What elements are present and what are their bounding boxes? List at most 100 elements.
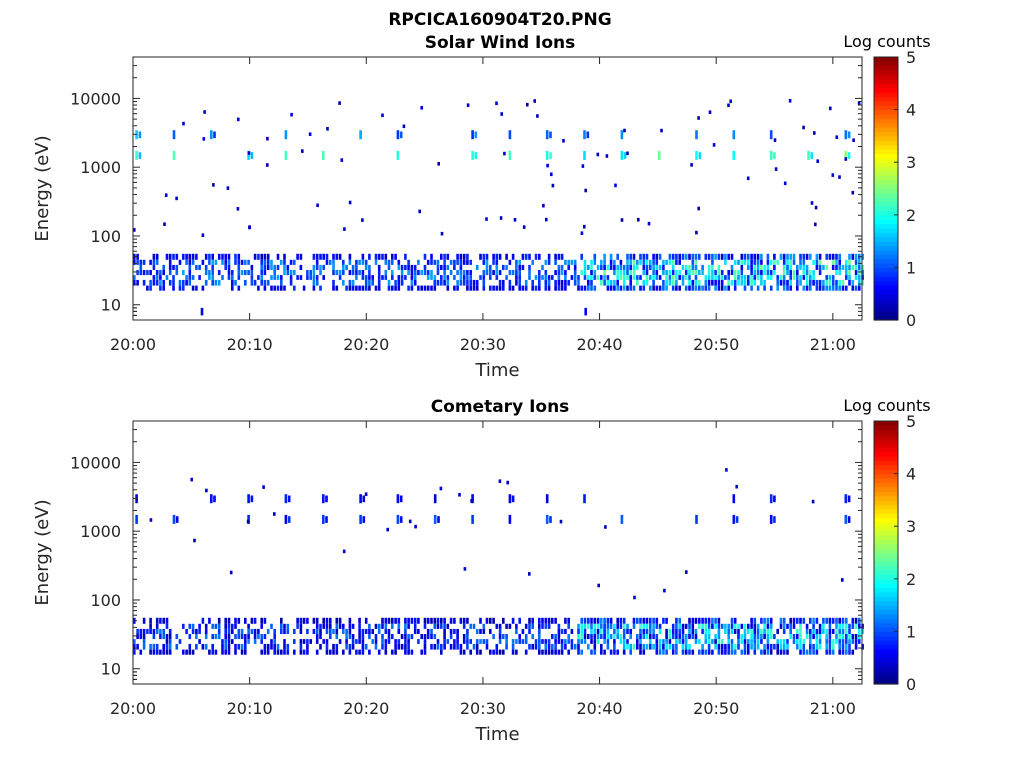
heatmap-cell [779, 639, 783, 644]
beam-cell [359, 494, 362, 504]
sparse-cell [348, 200, 352, 205]
colorbar-frame [873, 420, 899, 685]
heatmap-cell [557, 639, 561, 644]
heatmap-cell [273, 643, 276, 650]
heatmap-cell [168, 270, 172, 276]
heatmap-cell [626, 264, 629, 270]
heatmap-cell [766, 617, 770, 624]
heatmap-cell [266, 253, 270, 260]
heatmap-cell [547, 643, 551, 650]
heatmap-cell [201, 643, 205, 650]
heatmap-cell [250, 275, 254, 280]
heatmap-cell [789, 623, 792, 629]
heatmap-cell [521, 639, 525, 644]
heatmap-cell [835, 259, 838, 265]
heatmap-cell [769, 628, 773, 634]
heatmap-cell [404, 617, 407, 624]
heatmap-cell [845, 628, 848, 634]
sparse-cell [545, 217, 548, 222]
heatmap-cell [430, 643, 433, 650]
heatmap-cell [815, 285, 819, 291]
heatmap-cell [619, 275, 623, 280]
colorbar-step [874, 267, 898, 273]
heatmap-cell [371, 639, 374, 644]
sparse-cell [647, 221, 651, 226]
heatmap-cell [675, 649, 678, 655]
heatmap-cell [639, 639, 642, 644]
heatmap-cell [466, 259, 469, 265]
sparse-cell [386, 527, 389, 532]
heatmap-cell [283, 253, 286, 260]
heatmap-cell [162, 634, 165, 640]
colorbar-step [874, 57, 898, 62]
heatmap-cell [753, 617, 757, 624]
heatmap-cell [159, 270, 162, 276]
heatmap-cell [139, 259, 143, 265]
heatmap-cell [384, 643, 388, 650]
heatmap-cell [789, 259, 792, 265]
heatmap-cell [410, 285, 414, 291]
heatmap-cell [283, 259, 286, 265]
heatmap-cell [224, 264, 227, 270]
heatmap-cell [577, 275, 580, 280]
heatmap-cell [636, 643, 639, 650]
heatmap-cell [397, 285, 401, 291]
heatmap-cell [227, 623, 231, 629]
heatmap-cell [756, 264, 760, 270]
heatmap-cell [270, 264, 273, 270]
heatmap-cell [711, 264, 714, 270]
heatmap-cell [707, 275, 711, 280]
heatmap-cell [485, 270, 489, 276]
heatmap-cell [263, 285, 267, 291]
heatmap-cell [306, 275, 309, 280]
heatmap-cell [629, 649, 632, 655]
heatmap-cell [182, 279, 185, 286]
sparse-cell [746, 176, 750, 181]
heatmap-cell [469, 259, 472, 265]
heatmap-cell [335, 253, 339, 260]
heatmap-cell [730, 253, 734, 260]
heatmap-cell [482, 628, 486, 634]
heatmap-cell [152, 279, 156, 286]
heatmap-cell [717, 649, 721, 655]
heatmap-cell [332, 643, 335, 650]
colorbar-step [874, 429, 898, 435]
beam-cell [583, 494, 586, 504]
heatmap-cell [796, 634, 799, 640]
heatmap-cell [609, 634, 613, 640]
sparse-cell [623, 128, 626, 133]
heatmap-cell [717, 285, 721, 291]
heatmap-cell [838, 617, 841, 624]
sparse-cell [783, 181, 787, 186]
heatmap-cell [613, 623, 616, 629]
heatmap-cell [750, 264, 753, 270]
beam-cell [399, 516, 403, 523]
heatmap-cell [609, 649, 613, 655]
heatmap-cell [753, 643, 757, 650]
heatmap-cell [332, 259, 335, 265]
heatmap-cell [642, 253, 646, 260]
heatmap-cell [358, 259, 361, 265]
heatmap-cell [224, 623, 227, 629]
heatmap-cell [312, 279, 316, 286]
beam-cell [135, 514, 138, 524]
heatmap-cell [707, 279, 711, 286]
heatmap-cell [237, 628, 241, 634]
heatmap-cell [799, 253, 802, 260]
heatmap-cell [671, 259, 675, 265]
heatmap-cell [756, 643, 760, 650]
heatmap-cell [149, 649, 152, 655]
heatmap-cell [649, 639, 652, 644]
heatmap-cell [649, 285, 652, 291]
heatmap-cell [616, 279, 619, 286]
heatmap-cell [750, 259, 753, 265]
heatmap-cell [244, 259, 247, 265]
heatmap-cell [789, 253, 792, 260]
heatmap-cell [854, 264, 858, 270]
heatmap-cell [593, 270, 597, 276]
heatmap-cell [348, 634, 352, 640]
heatmap-cell [152, 649, 156, 655]
sparse-cell [697, 116, 700, 120]
heatmap-cell [632, 259, 636, 265]
heatmap-cell [165, 639, 169, 644]
